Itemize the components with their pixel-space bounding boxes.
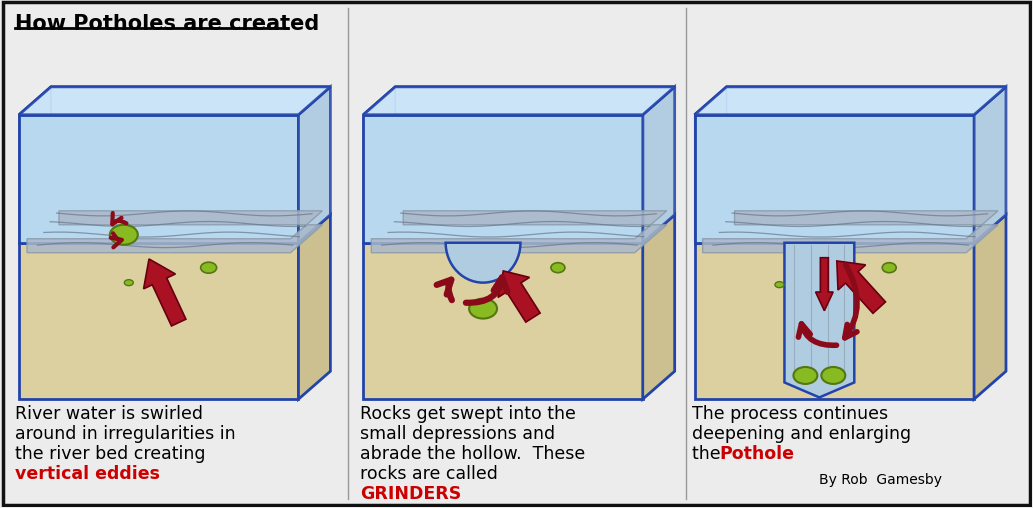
Polygon shape <box>364 87 396 243</box>
Polygon shape <box>364 87 675 115</box>
Polygon shape <box>364 115 643 243</box>
Polygon shape <box>694 87 1006 115</box>
Polygon shape <box>643 215 675 399</box>
Polygon shape <box>19 243 299 399</box>
Polygon shape <box>364 87 675 115</box>
Polygon shape <box>27 211 322 252</box>
Polygon shape <box>19 87 331 115</box>
Text: Pothole: Pothole <box>720 445 794 463</box>
Text: around in irregularities in: around in irregularities in <box>15 425 236 443</box>
Text: deepening and enlarging: deepening and enlarging <box>692 425 911 443</box>
Ellipse shape <box>109 225 137 245</box>
Ellipse shape <box>443 280 452 285</box>
Ellipse shape <box>551 263 565 273</box>
Polygon shape <box>299 87 331 243</box>
Polygon shape <box>445 243 521 282</box>
Text: the: the <box>692 445 726 463</box>
FancyArrow shape <box>816 258 834 311</box>
Text: small depressions and: small depressions and <box>361 425 556 443</box>
Polygon shape <box>694 115 974 243</box>
Ellipse shape <box>469 299 497 319</box>
FancyArrow shape <box>837 261 885 313</box>
Text: the river bed creating: the river bed creating <box>15 445 206 463</box>
Polygon shape <box>19 87 331 115</box>
Ellipse shape <box>882 263 897 273</box>
Text: abrade the hollow.  These: abrade the hollow. These <box>361 445 586 463</box>
Text: The process continues: The process continues <box>692 405 887 423</box>
Polygon shape <box>19 115 299 243</box>
FancyArrow shape <box>144 259 186 326</box>
Ellipse shape <box>793 367 817 384</box>
Polygon shape <box>974 87 1006 243</box>
Polygon shape <box>364 243 643 399</box>
Text: By Rob  Gamesby: By Rob Gamesby <box>819 473 942 487</box>
Polygon shape <box>702 211 998 252</box>
Ellipse shape <box>775 281 784 288</box>
Polygon shape <box>643 87 675 243</box>
Text: River water is swirled: River water is swirled <box>15 405 204 423</box>
Polygon shape <box>974 215 1006 399</box>
Ellipse shape <box>821 367 845 384</box>
Text: How Potholes are created: How Potholes are created <box>15 14 319 34</box>
Text: Rocks get swept into the: Rocks get swept into the <box>361 405 576 423</box>
Polygon shape <box>19 87 51 243</box>
Text: rocks are called: rocks are called <box>361 465 498 483</box>
Polygon shape <box>694 87 726 243</box>
Polygon shape <box>299 215 331 399</box>
Polygon shape <box>784 243 854 397</box>
Polygon shape <box>694 87 1006 115</box>
Ellipse shape <box>200 262 217 273</box>
Polygon shape <box>694 243 974 399</box>
Ellipse shape <box>124 280 133 285</box>
FancyArrow shape <box>498 271 540 322</box>
Text: GRINDERS: GRINDERS <box>361 485 462 503</box>
Text: vertical eddies: vertical eddies <box>15 465 160 483</box>
Polygon shape <box>371 211 666 252</box>
